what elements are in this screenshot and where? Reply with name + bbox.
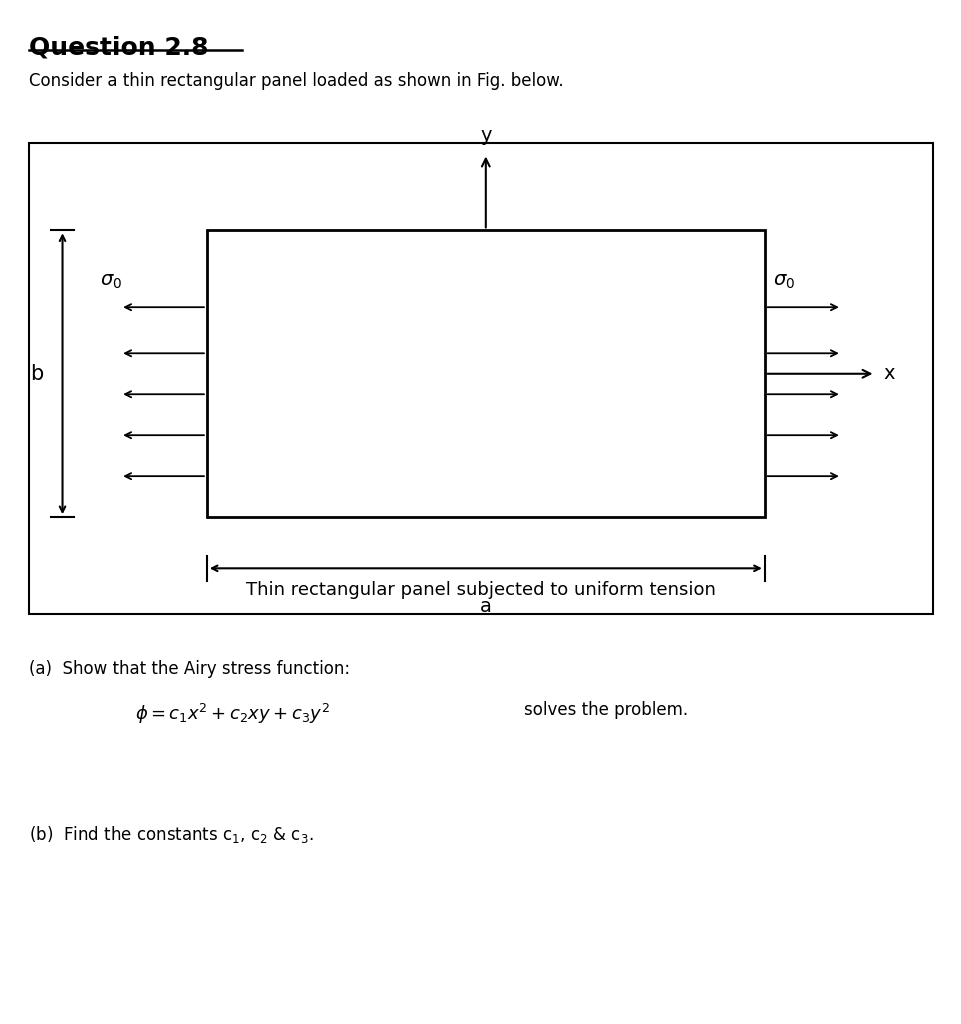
Text: $\phi = c_1x^2 + c_2xy + c_3y^2$: $\phi = c_1x^2 + c_2xy + c_3y^2$: [135, 701, 330, 726]
Bar: [207, 230, 764, 517]
Bar: [29, 143, 932, 614]
Text: $\sigma_0$: $\sigma_0$: [100, 272, 121, 291]
Text: (b)  Find the constants $\mathregular{c_1}$, $\mathregular{c_2}$ & $\mathregular: (b) Find the constants $\mathregular{c_1…: [29, 824, 313, 846]
Text: (a)  Show that the Airy stress function:: (a) Show that the Airy stress function:: [29, 660, 350, 679]
Text: a: a: [480, 597, 491, 616]
Text: b: b: [30, 364, 43, 384]
Text: solves the problem.: solves the problem.: [524, 701, 688, 720]
Text: Consider a thin rectangular panel loaded as shown in Fig. below.: Consider a thin rectangular panel loaded…: [29, 72, 563, 90]
Text: Thin rectangular panel subjected to uniform tension: Thin rectangular panel subjected to unif…: [246, 581, 715, 599]
Text: y: y: [480, 126, 491, 145]
Text: x: x: [882, 365, 894, 383]
Text: Question 2.8: Question 2.8: [29, 36, 209, 59]
Text: $\sigma_0$: $\sigma_0$: [773, 272, 794, 291]
